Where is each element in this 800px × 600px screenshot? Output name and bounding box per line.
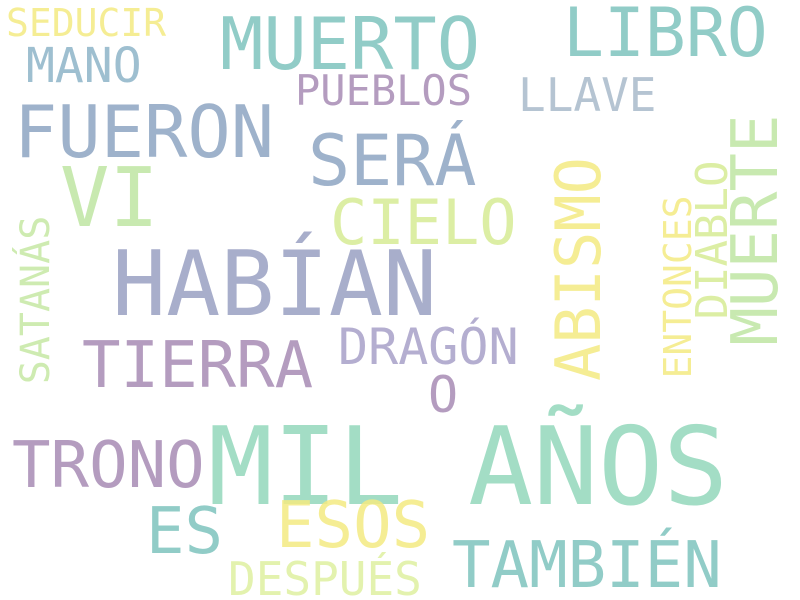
word-fueron: FUERON bbox=[14, 90, 275, 174]
word-abismo: ABISMO bbox=[542, 157, 615, 381]
word-esos: ESOS bbox=[276, 489, 431, 563]
word-libro: LIBRO bbox=[563, 0, 768, 73]
word-o: O bbox=[428, 366, 459, 424]
word-es: ES bbox=[146, 495, 224, 569]
word-dragon: DRAGÓN bbox=[338, 318, 519, 376]
word-llave: LLAVE bbox=[518, 68, 657, 122]
word-mil-anos: MIL AÑOS bbox=[208, 405, 729, 530]
word-sera: SERÁ bbox=[308, 120, 477, 202]
word-satanas: SATANÁS bbox=[13, 215, 59, 385]
word-muerto: MUERTO bbox=[220, 2, 481, 86]
word-tambien: TAMBIÉN bbox=[452, 529, 722, 600]
word-trono: TRONO bbox=[12, 429, 205, 503]
word-vi: VI bbox=[60, 151, 159, 246]
word-tierra: TIERRA bbox=[82, 329, 314, 403]
word-seducir: SEDUCIR bbox=[6, 1, 167, 45]
word-despues: DESPUÉS bbox=[228, 552, 422, 600]
word-habian: HABÍAN bbox=[112, 232, 438, 337]
word-cielo: CIELO bbox=[330, 186, 517, 259]
word-muerte: MUERTE bbox=[719, 114, 793, 346]
word-mano: MANO bbox=[26, 38, 142, 94]
word-pueblos: PUEBLOS bbox=[295, 66, 473, 115]
